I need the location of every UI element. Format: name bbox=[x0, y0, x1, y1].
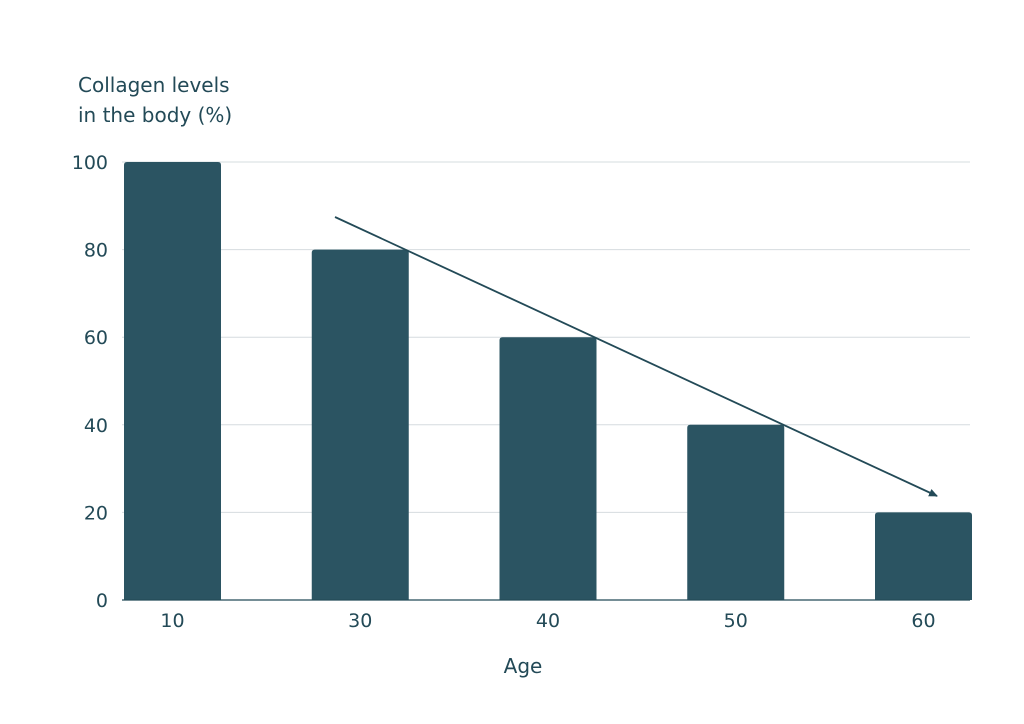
x-axis-title: Age bbox=[504, 654, 543, 678]
bars bbox=[124, 162, 972, 600]
x-tick-label: 40 bbox=[536, 610, 560, 632]
y-tick-label: 20 bbox=[84, 502, 108, 524]
y-tick-label: 40 bbox=[84, 415, 108, 437]
y-tick-labels: 0 20 40 60 80 100 bbox=[72, 152, 108, 612]
x-tick-label: 60 bbox=[911, 610, 935, 632]
bar-age-50 bbox=[687, 424, 785, 600]
x-tick-label: 30 bbox=[348, 610, 372, 632]
y-axis-title-line-1: Collagen levels bbox=[78, 73, 230, 97]
y-tick-label: 60 bbox=[84, 327, 108, 349]
bar-age-10 bbox=[124, 162, 221, 600]
bar-age-30 bbox=[311, 249, 409, 600]
y-axis-title-line-2: in the body (%) bbox=[78, 103, 232, 127]
bar-age-40 bbox=[499, 337, 597, 600]
trend-arrow bbox=[334, 216, 938, 497]
y-tick-label: 100 bbox=[72, 152, 108, 174]
bar-age-60 bbox=[875, 512, 972, 600]
x-tick-label: 50 bbox=[724, 610, 748, 632]
y-tick-label: 80 bbox=[84, 240, 108, 262]
x-tick-labels: 10 30 40 50 60 bbox=[160, 610, 935, 632]
x-tick-label: 10 bbox=[160, 610, 184, 632]
y-tick-label: 0 bbox=[96, 590, 108, 612]
